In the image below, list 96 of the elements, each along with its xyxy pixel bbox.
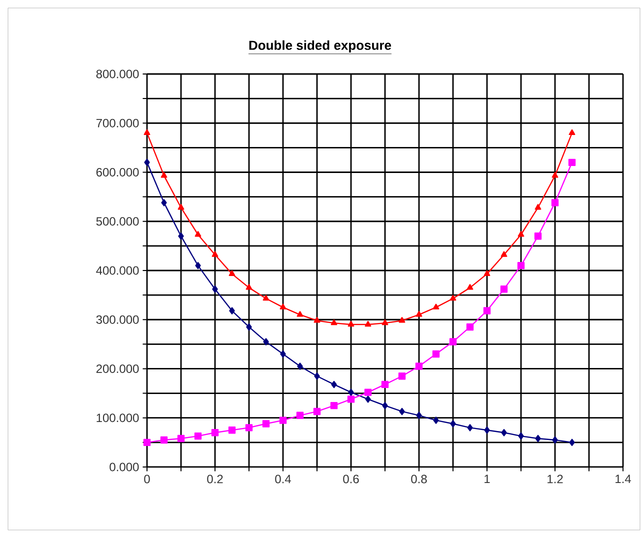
y-tick-label: 200.000 xyxy=(96,364,139,373)
point xyxy=(228,270,236,276)
point xyxy=(212,251,218,257)
chart-title: Double sided exposure xyxy=(249,40,392,52)
point xyxy=(195,262,201,270)
x-tick-label: 0.8 xyxy=(411,474,427,484)
point xyxy=(534,204,542,210)
point xyxy=(551,199,559,206)
point xyxy=(246,284,252,290)
point xyxy=(382,319,388,326)
point xyxy=(450,420,456,428)
point xyxy=(568,158,576,166)
point xyxy=(143,438,151,446)
point xyxy=(365,396,371,403)
point xyxy=(313,408,321,416)
point xyxy=(466,323,474,331)
point xyxy=(229,307,235,314)
x-tick-label: 0.4 xyxy=(275,474,291,484)
y-tick-label: 700.000 xyxy=(96,118,139,128)
y-tick-label: 0.000 xyxy=(110,462,139,472)
point xyxy=(433,416,439,424)
point xyxy=(279,416,287,424)
point xyxy=(518,432,524,440)
x-tick-label: 0.6 xyxy=(343,474,359,484)
point xyxy=(501,429,507,436)
x-tick-label: 1 xyxy=(484,474,490,484)
point xyxy=(263,338,269,346)
point xyxy=(364,388,372,396)
point xyxy=(552,172,558,178)
point xyxy=(296,311,304,317)
point xyxy=(500,286,508,293)
point xyxy=(348,388,354,396)
point xyxy=(484,426,490,434)
point xyxy=(160,436,168,444)
point xyxy=(467,424,473,432)
y-tick-label: 600.000 xyxy=(96,168,139,176)
point xyxy=(296,412,304,420)
point xyxy=(246,323,252,331)
point xyxy=(160,172,168,178)
y-tick-label: 300.000 xyxy=(96,315,139,324)
point xyxy=(262,420,270,428)
x-tick-label: 1.4 xyxy=(616,474,631,484)
x-tick-label: 1.2 xyxy=(548,474,563,484)
point xyxy=(297,362,303,370)
point xyxy=(416,412,422,420)
point xyxy=(212,286,218,293)
point xyxy=(330,319,338,326)
point xyxy=(330,402,338,410)
point xyxy=(449,338,457,346)
point xyxy=(177,434,185,442)
x-tick-label: 0.2 xyxy=(207,474,223,484)
point xyxy=(569,438,575,446)
y-tick-label: 800.000 xyxy=(96,70,139,78)
point xyxy=(432,304,440,310)
point xyxy=(450,294,456,301)
point xyxy=(484,270,490,276)
y-tick-label: 500.000 xyxy=(96,217,139,226)
point xyxy=(500,251,508,257)
point xyxy=(331,380,337,388)
point xyxy=(262,294,270,301)
point xyxy=(568,129,576,136)
point xyxy=(518,231,524,237)
point xyxy=(534,232,542,240)
point xyxy=(144,129,150,136)
point xyxy=(178,232,184,240)
y-tick-label: 100.000 xyxy=(96,414,139,422)
point xyxy=(517,262,525,270)
point xyxy=(399,408,405,416)
point xyxy=(211,429,219,436)
point xyxy=(466,284,474,290)
point xyxy=(280,304,286,310)
x-tick-label: 0 xyxy=(144,474,150,484)
point xyxy=(382,402,388,410)
point xyxy=(416,311,422,317)
point xyxy=(280,350,286,358)
point xyxy=(194,231,202,237)
point xyxy=(245,424,253,432)
point xyxy=(381,380,389,388)
point xyxy=(314,317,320,323)
point xyxy=(228,426,236,434)
point xyxy=(415,362,423,370)
point xyxy=(535,434,541,442)
y-tick-label: 400.000 xyxy=(96,266,139,275)
point xyxy=(398,372,406,380)
point xyxy=(398,317,406,323)
point xyxy=(347,396,355,403)
point xyxy=(483,307,491,314)
point xyxy=(144,158,150,166)
point xyxy=(432,350,440,358)
point xyxy=(178,204,184,210)
point xyxy=(552,436,558,444)
point xyxy=(194,432,202,440)
point xyxy=(364,320,372,327)
point xyxy=(348,320,354,327)
point xyxy=(314,372,320,380)
point xyxy=(161,199,167,206)
